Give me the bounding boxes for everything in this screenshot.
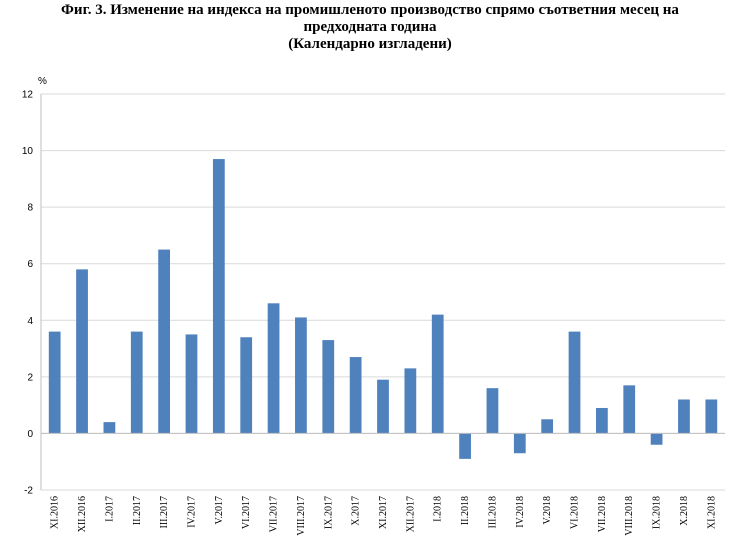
- x-tick-label: I.2018: [433, 496, 444, 522]
- x-tick-label: XI.2016: [50, 496, 61, 529]
- x-tick-label: XII.2016: [77, 496, 88, 532]
- y-tick-label: 2: [27, 372, 33, 383]
- bar: [541, 419, 554, 434]
- bar: [76, 269, 88, 434]
- bar: [623, 385, 636, 434]
- x-tick-label: VIII.2017: [296, 496, 307, 536]
- x-tick-label: IV.2018: [515, 496, 526, 528]
- chart-title-line-3: (Календарно изгладени): [288, 36, 452, 52]
- bar: [185, 334, 198, 434]
- x-tick-label: III.2018: [487, 496, 498, 529]
- bar: [377, 379, 389, 434]
- bar: [212, 159, 225, 434]
- x-tick-label: I.2017: [104, 496, 115, 522]
- chart-title-line-1: Фиг. 3. Изменение на индекса на промишле…: [61, 2, 679, 18]
- y-tick-label: 0: [27, 429, 33, 440]
- bar: [404, 368, 417, 434]
- bar: [130, 331, 143, 434]
- bar: [513, 433, 526, 454]
- bar: [595, 407, 608, 434]
- bar: [48, 331, 61, 434]
- bar: [349, 357, 362, 434]
- x-tick-label: X.2017: [351, 496, 362, 526]
- x-tick-label: VI.2017: [241, 496, 252, 529]
- x-tick-label: IX.2018: [652, 496, 663, 529]
- x-tick-labels: XI.2016 XII.2016 I.2017 II.2017 III.2017 IV.2…: [50, 496, 718, 536]
- x-tick-label: VIII.2018: [624, 496, 635, 536]
- y-tick-label: 8: [27, 203, 33, 214]
- bars: [48, 159, 718, 459]
- bar: [705, 399, 718, 434]
- bar: [322, 340, 335, 434]
- axes: [40, 94, 725, 490]
- bar: [459, 433, 471, 459]
- y-tick-label: 4: [27, 316, 33, 327]
- y-tick-label: 10: [22, 146, 34, 157]
- x-tick-label: II.2018: [460, 496, 471, 525]
- x-tick-label: VII.2017: [269, 496, 280, 532]
- x-tick-label: XII.2017: [405, 496, 416, 532]
- bar: [431, 314, 444, 434]
- y-tick-label: -2: [24, 486, 33, 497]
- x-tick-label: V.2017: [214, 496, 225, 524]
- x-tick-label: IX.2017: [323, 496, 334, 529]
- x-tick-label: II.2017: [132, 496, 143, 525]
- bar: [158, 249, 171, 434]
- x-tick-label: X.2018: [679, 496, 690, 526]
- y-axis-label: %: [38, 76, 47, 87]
- x-tick-label: VII.2018: [597, 496, 608, 532]
- bar: [240, 337, 253, 434]
- y-tick-labels: -2 0 2 4 6 8 10 12: [22, 90, 34, 497]
- bar: [295, 317, 307, 434]
- bar: [267, 303, 280, 434]
- chart-title-line-2: предходната година: [303, 19, 437, 35]
- bar: [650, 433, 663, 445]
- bar: [486, 388, 499, 434]
- chart-title: Фиг. 3. Изменение на индекса на промишле…: [0, 2, 740, 53]
- bar: [678, 399, 690, 434]
- x-tick-label: XI.2017: [378, 496, 389, 529]
- x-tick-label: XI.2018: [706, 496, 717, 529]
- x-tick-label: III.2017: [159, 496, 170, 529]
- x-tick-label: V.2018: [542, 496, 553, 524]
- x-tick-label: VI.2018: [570, 496, 581, 529]
- y-tick-label: 12: [22, 90, 34, 101]
- bar: [103, 422, 116, 434]
- bar: [568, 331, 581, 434]
- x-tick-label: IV.2017: [186, 496, 197, 528]
- y-tick-label: 6: [27, 259, 33, 270]
